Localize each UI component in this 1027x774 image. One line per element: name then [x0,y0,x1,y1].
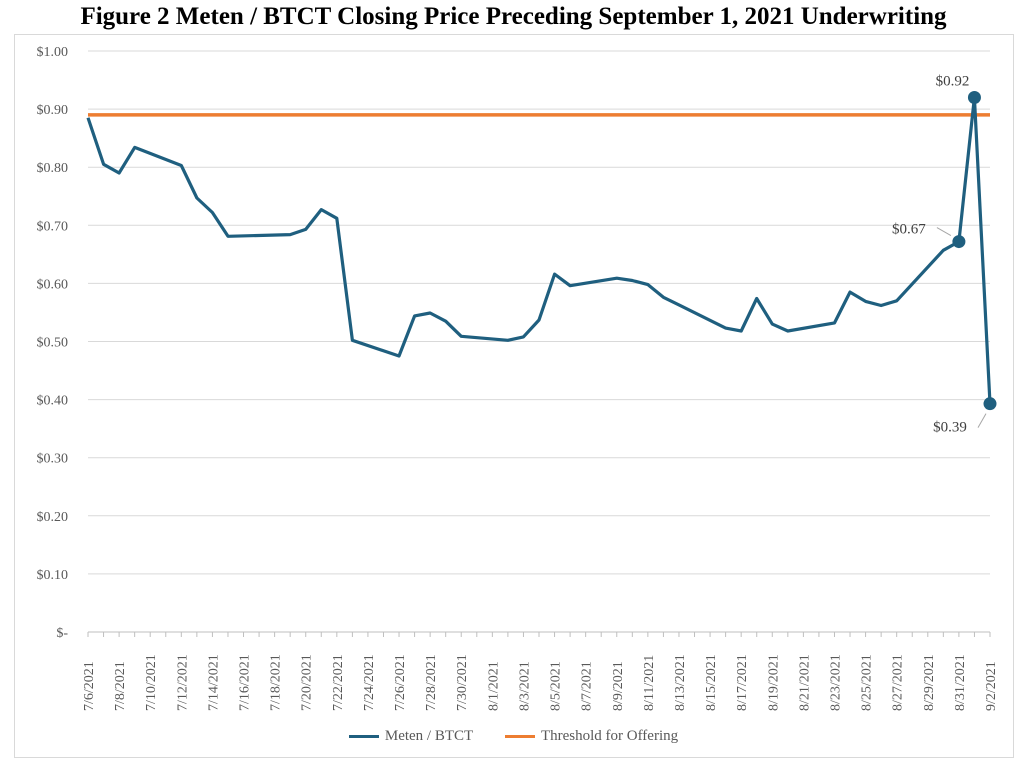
x-tick-label: 8/19/2021 [766,654,781,711]
y-tick-label: $0.10 [37,568,69,583]
y-tick-label: $0.30 [37,452,69,467]
y-tick-label: $- [56,626,68,641]
data-label-leader [936,227,952,237]
x-tick-label: 8/3/2021 [517,661,532,711]
legend-swatch-threshold [504,735,535,738]
x-tick-label: 8/9/2021 [611,661,626,711]
data-label-leader [977,413,987,428]
x-tick-label: 8/29/2021 [922,654,937,711]
data-point-marker [983,397,997,411]
x-tick-label: 7/28/2021 [424,654,439,711]
y-tick-label: $0.60 [37,277,69,292]
x-tick-label: 8/1/2021 [486,661,501,711]
y-tick-label: $0.70 [37,219,69,234]
y-tick-label: $0.40 [37,394,69,409]
x-tick-label: 8/5/2021 [549,661,564,711]
y-tick-label: $0.80 [37,161,69,176]
chart-frame [14,34,1014,758]
series-line-meten [86,95,992,404]
x-tick-label: 8/21/2021 [797,654,812,711]
legend-label-threshold: Threshold for Offering [540,728,679,744]
x-tick-label: 8/15/2021 [704,654,719,711]
x-tick-label: 8/27/2021 [891,654,906,711]
x-tick-label: 8/23/2021 [828,654,843,711]
data-label: $0.67 [892,222,926,238]
x-tick-label: 7/14/2021 [206,654,221,711]
data-label: $0.92 [936,73,970,89]
x-tick-label: 7/18/2021 [269,654,284,711]
y-tick-label: $0.50 [37,336,69,351]
x-tick-label: 8/13/2021 [673,654,688,711]
legend: Meten / BTCT Threshold for Offering [0,726,1027,745]
x-tick-label: 8/7/2021 [580,661,595,711]
y-tick-label: $0.20 [37,510,69,525]
x-tick-label: 7/20/2021 [300,654,315,711]
x-tick-label: 7/30/2021 [455,654,470,711]
x-tick-label: 8/17/2021 [735,654,750,711]
legend-item-threshold: Threshold for Offering [504,728,679,745]
data-label: $0.39 [933,420,967,436]
data-point-marker [967,90,981,104]
x-tick-label: 7/26/2021 [393,654,408,711]
x-tick-label: 8/25/2021 [860,654,875,711]
x-tick-label: 7/8/2021 [113,661,128,711]
legend-label-meten: Meten / BTCT [384,728,474,744]
x-tick-label: 8/31/2021 [953,654,968,711]
x-tick-label: 7/6/2021 [82,661,97,711]
data-point-marker [952,235,966,249]
chart-title: Figure 2 Meten / BTCT Closing Price Prec… [80,3,947,30]
x-tick-label: 7/12/2021 [175,654,190,711]
x-tick-label: 8/11/2021 [642,655,657,711]
legend-swatch-meten [348,735,379,738]
x-tick-label: 7/24/2021 [362,654,377,711]
x-tick-label: 7/22/2021 [331,654,346,711]
x-tick-label: 9/2/2021 [984,661,999,711]
y-tick-label: $0.90 [37,103,69,118]
x-tick-label: 7/10/2021 [144,654,159,711]
x-tick-label: 7/16/2021 [238,654,253,711]
legend-item-meten: Meten / BTCT [348,728,474,745]
y-tick-label: $1.00 [37,45,69,60]
